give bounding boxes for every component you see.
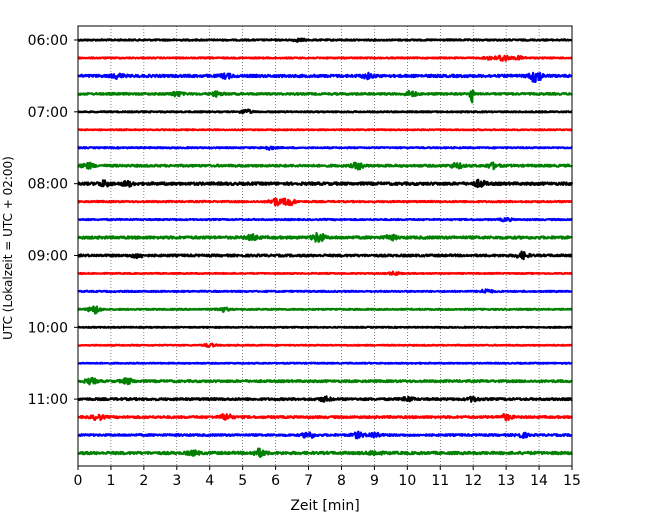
x-tick-label: 15: [563, 473, 581, 489]
x-tick-label: 3: [172, 473, 181, 489]
x-tick-label: 6: [271, 473, 280, 489]
trace-line: [77, 216, 573, 223]
trace-line: [77, 108, 573, 115]
trace-line: [77, 342, 573, 349]
x-axis-label: Zeit [min]: [290, 498, 359, 514]
x-tick-label: 12: [464, 473, 482, 489]
trace-line: [77, 89, 573, 104]
x-tick-label: 2: [139, 473, 148, 489]
y-tick-label: 10:00: [28, 320, 68, 336]
trace-line: [77, 413, 573, 422]
y-axis-label: UTC (Lokalzeit = UTC + 02:00): [1, 156, 15, 340]
x-tick-label: 0: [74, 473, 83, 489]
trace-line: [77, 178, 574, 189]
y-tick-label: 11:00: [28, 392, 68, 408]
trace-line: [77, 54, 573, 62]
x-tick-label: 5: [238, 473, 247, 489]
x-tick-label: 9: [370, 473, 379, 489]
trace-line: [77, 270, 573, 277]
trace-line: [77, 376, 573, 386]
trace-line: [77, 430, 573, 440]
trace-line: [77, 197, 573, 207]
x-tick-label: 14: [530, 473, 548, 489]
x-tick-label: 8: [337, 473, 346, 489]
trace-line: [77, 145, 573, 151]
trace-line: [77, 71, 573, 83]
trace-line: [77, 361, 573, 365]
trace-line: [77, 231, 573, 243]
trace-line: [76, 250, 573, 261]
trace-line: [77, 161, 573, 171]
trace-line: [77, 447, 573, 459]
y-axis-ticks: 06:00 07:00 08:00 09:00 10:00 11:00: [28, 33, 78, 408]
y-tick-label: 06:00: [28, 33, 68, 49]
seismic-traces: [76, 37, 574, 459]
x-axis-ticks: 0 1 2 3 4 5 6 7 8 9 10 11 12 13 14 15: [74, 466, 581, 489]
trace-line: [77, 288, 573, 294]
trace-line: [77, 305, 573, 315]
trace-line: [77, 325, 573, 329]
y-tick-label: 07:00: [28, 105, 68, 121]
x-tick-label: 13: [497, 473, 515, 489]
trace-line: [77, 128, 573, 132]
trace-line: [77, 37, 573, 43]
x-tick-label: 7: [304, 473, 313, 489]
vertical-grid-lines: [110, 26, 540, 466]
x-tick-label: 1: [106, 473, 115, 489]
y-tick-label: 09:00: [28, 248, 68, 264]
plot-frame: [77, 25, 573, 467]
trace-line: [77, 395, 573, 403]
x-tick-label: 4: [205, 473, 214, 489]
y-tick-label: 08:00: [28, 177, 68, 193]
x-tick-label: 11: [431, 473, 449, 489]
x-tick-label: 10: [398, 473, 416, 489]
